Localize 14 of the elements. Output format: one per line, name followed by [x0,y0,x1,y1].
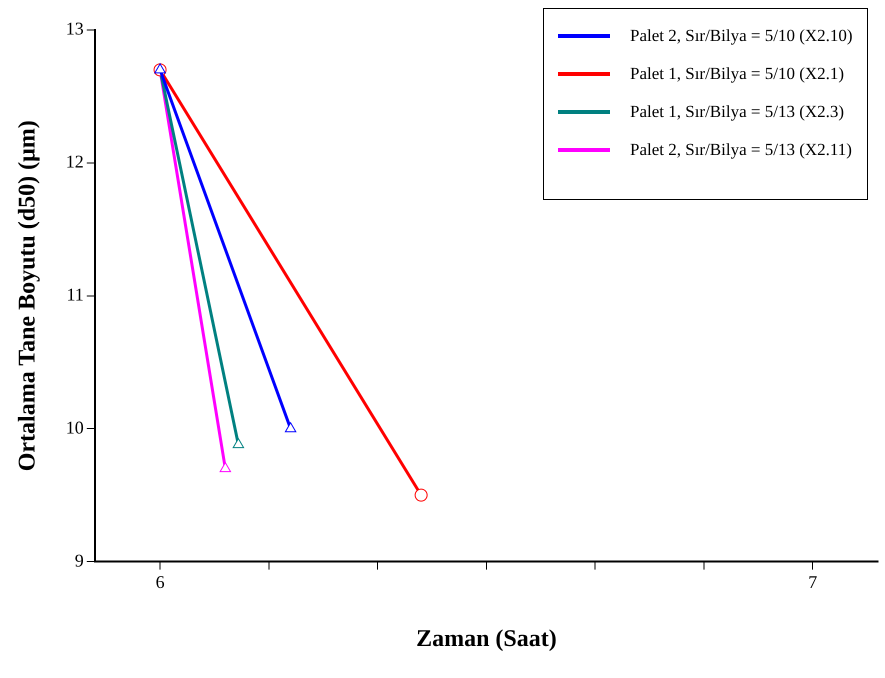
y-axis-title: Ortalama Tane Boyutu (d50) (μm) [14,120,41,472]
y-tick-label: 10 [66,417,84,438]
x-tick-label: 6 [156,572,165,592]
y-tick-label: 13 [66,18,84,39]
y-tick-label: 12 [66,152,84,172]
legend-label: Palet 1, Sır/Bilya = 5/10 (X2.1) [630,64,844,84]
x-axis-title: Zaman (Saat) [416,626,557,652]
legend-label: Palet 2, Sır/Bilya = 5/10 (X2.10) [630,26,853,46]
y-tick-label: 11 [66,284,84,305]
point [414,488,428,502]
legend-label: Palet 2, Sır/Bilya = 5/13 (X2.11) [630,140,852,160]
x-tick-label: 7 [808,572,818,592]
y-tick-label: 9 [74,550,84,570]
legend-label: Palet 1, Sır/Bilya = 5/13 (X2.3) [630,102,844,122]
